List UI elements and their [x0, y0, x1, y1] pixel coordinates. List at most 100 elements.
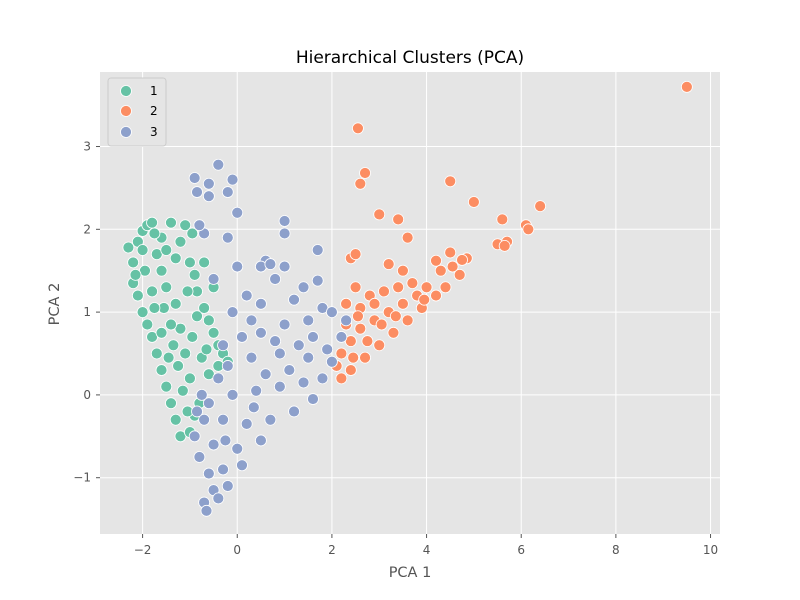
data-point-cluster-3	[326, 355, 338, 368]
data-point-cluster-3	[255, 434, 267, 447]
data-point-cluster-3	[193, 451, 206, 463]
data-point-cluster-3	[217, 339, 229, 352]
data-point-cluster-2	[344, 364, 357, 376]
data-point-cluster-3	[226, 306, 239, 319]
data-point-cluster-1	[167, 339, 180, 352]
x-tick-label: 4	[423, 543, 431, 557]
data-point-cluster-3	[340, 314, 353, 327]
data-point-cluster-2	[522, 223, 535, 236]
data-point-cluster-1	[179, 347, 192, 360]
data-point-cluster-1	[160, 380, 173, 393]
y-tick-label: 0	[83, 388, 91, 402]
data-point-cluster-1	[184, 256, 196, 269]
data-point-cluster-1	[146, 285, 158, 298]
data-point-cluster-1	[155, 326, 168, 339]
data-point-cluster-2	[382, 258, 395, 270]
data-point-cluster-3	[219, 434, 232, 447]
data-point-cluster-1	[148, 227, 161, 240]
data-point-cluster-2	[401, 314, 414, 327]
data-point-cluster-3	[326, 306, 338, 319]
data-point-cluster-3	[278, 260, 291, 273]
x-tick-label: 6	[517, 543, 525, 557]
data-point-cluster-1	[160, 281, 173, 294]
data-point-cluster-3	[202, 177, 215, 190]
data-point-cluster-3	[259, 368, 272, 381]
data-point-cluster-1	[141, 318, 154, 331]
data-point-cluster-3	[335, 331, 348, 343]
data-point-cluster-3	[302, 314, 315, 327]
data-point-cluster-1	[150, 347, 163, 360]
data-point-cluster-3	[198, 413, 211, 426]
data-point-cluster-2	[373, 208, 386, 221]
data-point-cluster-2	[373, 339, 386, 352]
data-point-cluster-2	[361, 335, 374, 347]
legend-marker-2	[120, 105, 132, 117]
data-point-cluster-3	[202, 190, 215, 203]
data-point-cluster-1	[200, 343, 213, 356]
data-point-cluster-1	[146, 216, 158, 229]
y-tick-label: 2	[83, 222, 91, 236]
data-point-cluster-1	[165, 216, 177, 229]
data-point-cluster-3	[292, 339, 305, 352]
data-point-cluster-3	[288, 293, 300, 306]
data-point-cluster-1	[176, 384, 189, 397]
data-point-cluster-2	[340, 297, 353, 310]
data-point-cluster-1	[122, 241, 135, 254]
data-point-cluster-1	[207, 326, 220, 339]
data-point-cluster-3	[269, 335, 282, 347]
data-point-cluster-2	[420, 281, 433, 294]
data-point-cluster-1	[131, 289, 144, 302]
data-point-cluster-2	[347, 351, 360, 364]
x-tick-label: −2	[134, 543, 152, 557]
data-point-cluster-3	[191, 405, 203, 418]
data-point-cluster-2	[401, 231, 414, 244]
data-point-cluster-3	[221, 186, 234, 198]
y-tick-label: 3	[83, 140, 91, 154]
data-point-cluster-3	[264, 413, 277, 426]
legend-marker-1	[120, 85, 132, 97]
data-point-cluster-1	[186, 227, 199, 240]
y-tick-label: 1	[83, 305, 91, 319]
data-point-cluster-2	[359, 351, 371, 364]
data-point-cluster-2	[434, 264, 447, 277]
data-point-cluster-3	[231, 260, 244, 273]
data-point-cluster-3	[278, 318, 291, 331]
data-point-cluster-3	[255, 297, 267, 310]
x-tick-label: 10	[703, 543, 718, 557]
data-point-cluster-2	[335, 347, 348, 360]
data-point-cluster-3	[278, 215, 291, 227]
data-point-cluster-1	[129, 268, 142, 281]
data-point-cluster-2	[354, 177, 367, 190]
data-point-cluster-3	[221, 231, 234, 244]
legend: 1 2 3	[107, 77, 167, 147]
data-point-cluster-2	[444, 175, 457, 188]
data-point-cluster-1	[179, 219, 192, 232]
data-point-cluster-3	[307, 331, 319, 343]
data-point-cluster-2	[352, 122, 364, 135]
axis-ticks: −2 0 2 4 6 8 10 −1 0 1 2 3	[73, 140, 718, 557]
data-point-cluster-3	[255, 326, 267, 339]
data-point-cluster-3	[231, 206, 244, 219]
data-point-cluster-3	[188, 430, 201, 443]
data-point-cluster-3	[202, 397, 215, 410]
legend-marker-3	[120, 126, 132, 138]
data-point-cluster-3	[217, 463, 229, 476]
x-tick-label: 8	[612, 543, 620, 557]
data-point-cluster-1	[169, 252, 182, 265]
data-point-cluster-3	[264, 258, 277, 270]
data-point-cluster-2	[406, 277, 419, 290]
data-point-cluster-2	[534, 200, 547, 213]
data-point-cluster-3	[278, 227, 291, 240]
data-point-cluster-2	[467, 196, 480, 208]
data-point-cluster-3	[212, 372, 225, 385]
data-point-cluster-1	[136, 244, 149, 256]
y-tick-label: −1	[73, 471, 91, 485]
data-point-cluster-3	[207, 438, 220, 451]
data-point-cluster-3	[273, 380, 286, 393]
data-point-cluster-2	[496, 213, 509, 226]
data-point-cluster-3	[188, 172, 201, 184]
data-point-cluster-3	[221, 360, 234, 372]
data-point-cluster-1	[181, 285, 194, 298]
data-point-cluster-3	[297, 281, 310, 294]
